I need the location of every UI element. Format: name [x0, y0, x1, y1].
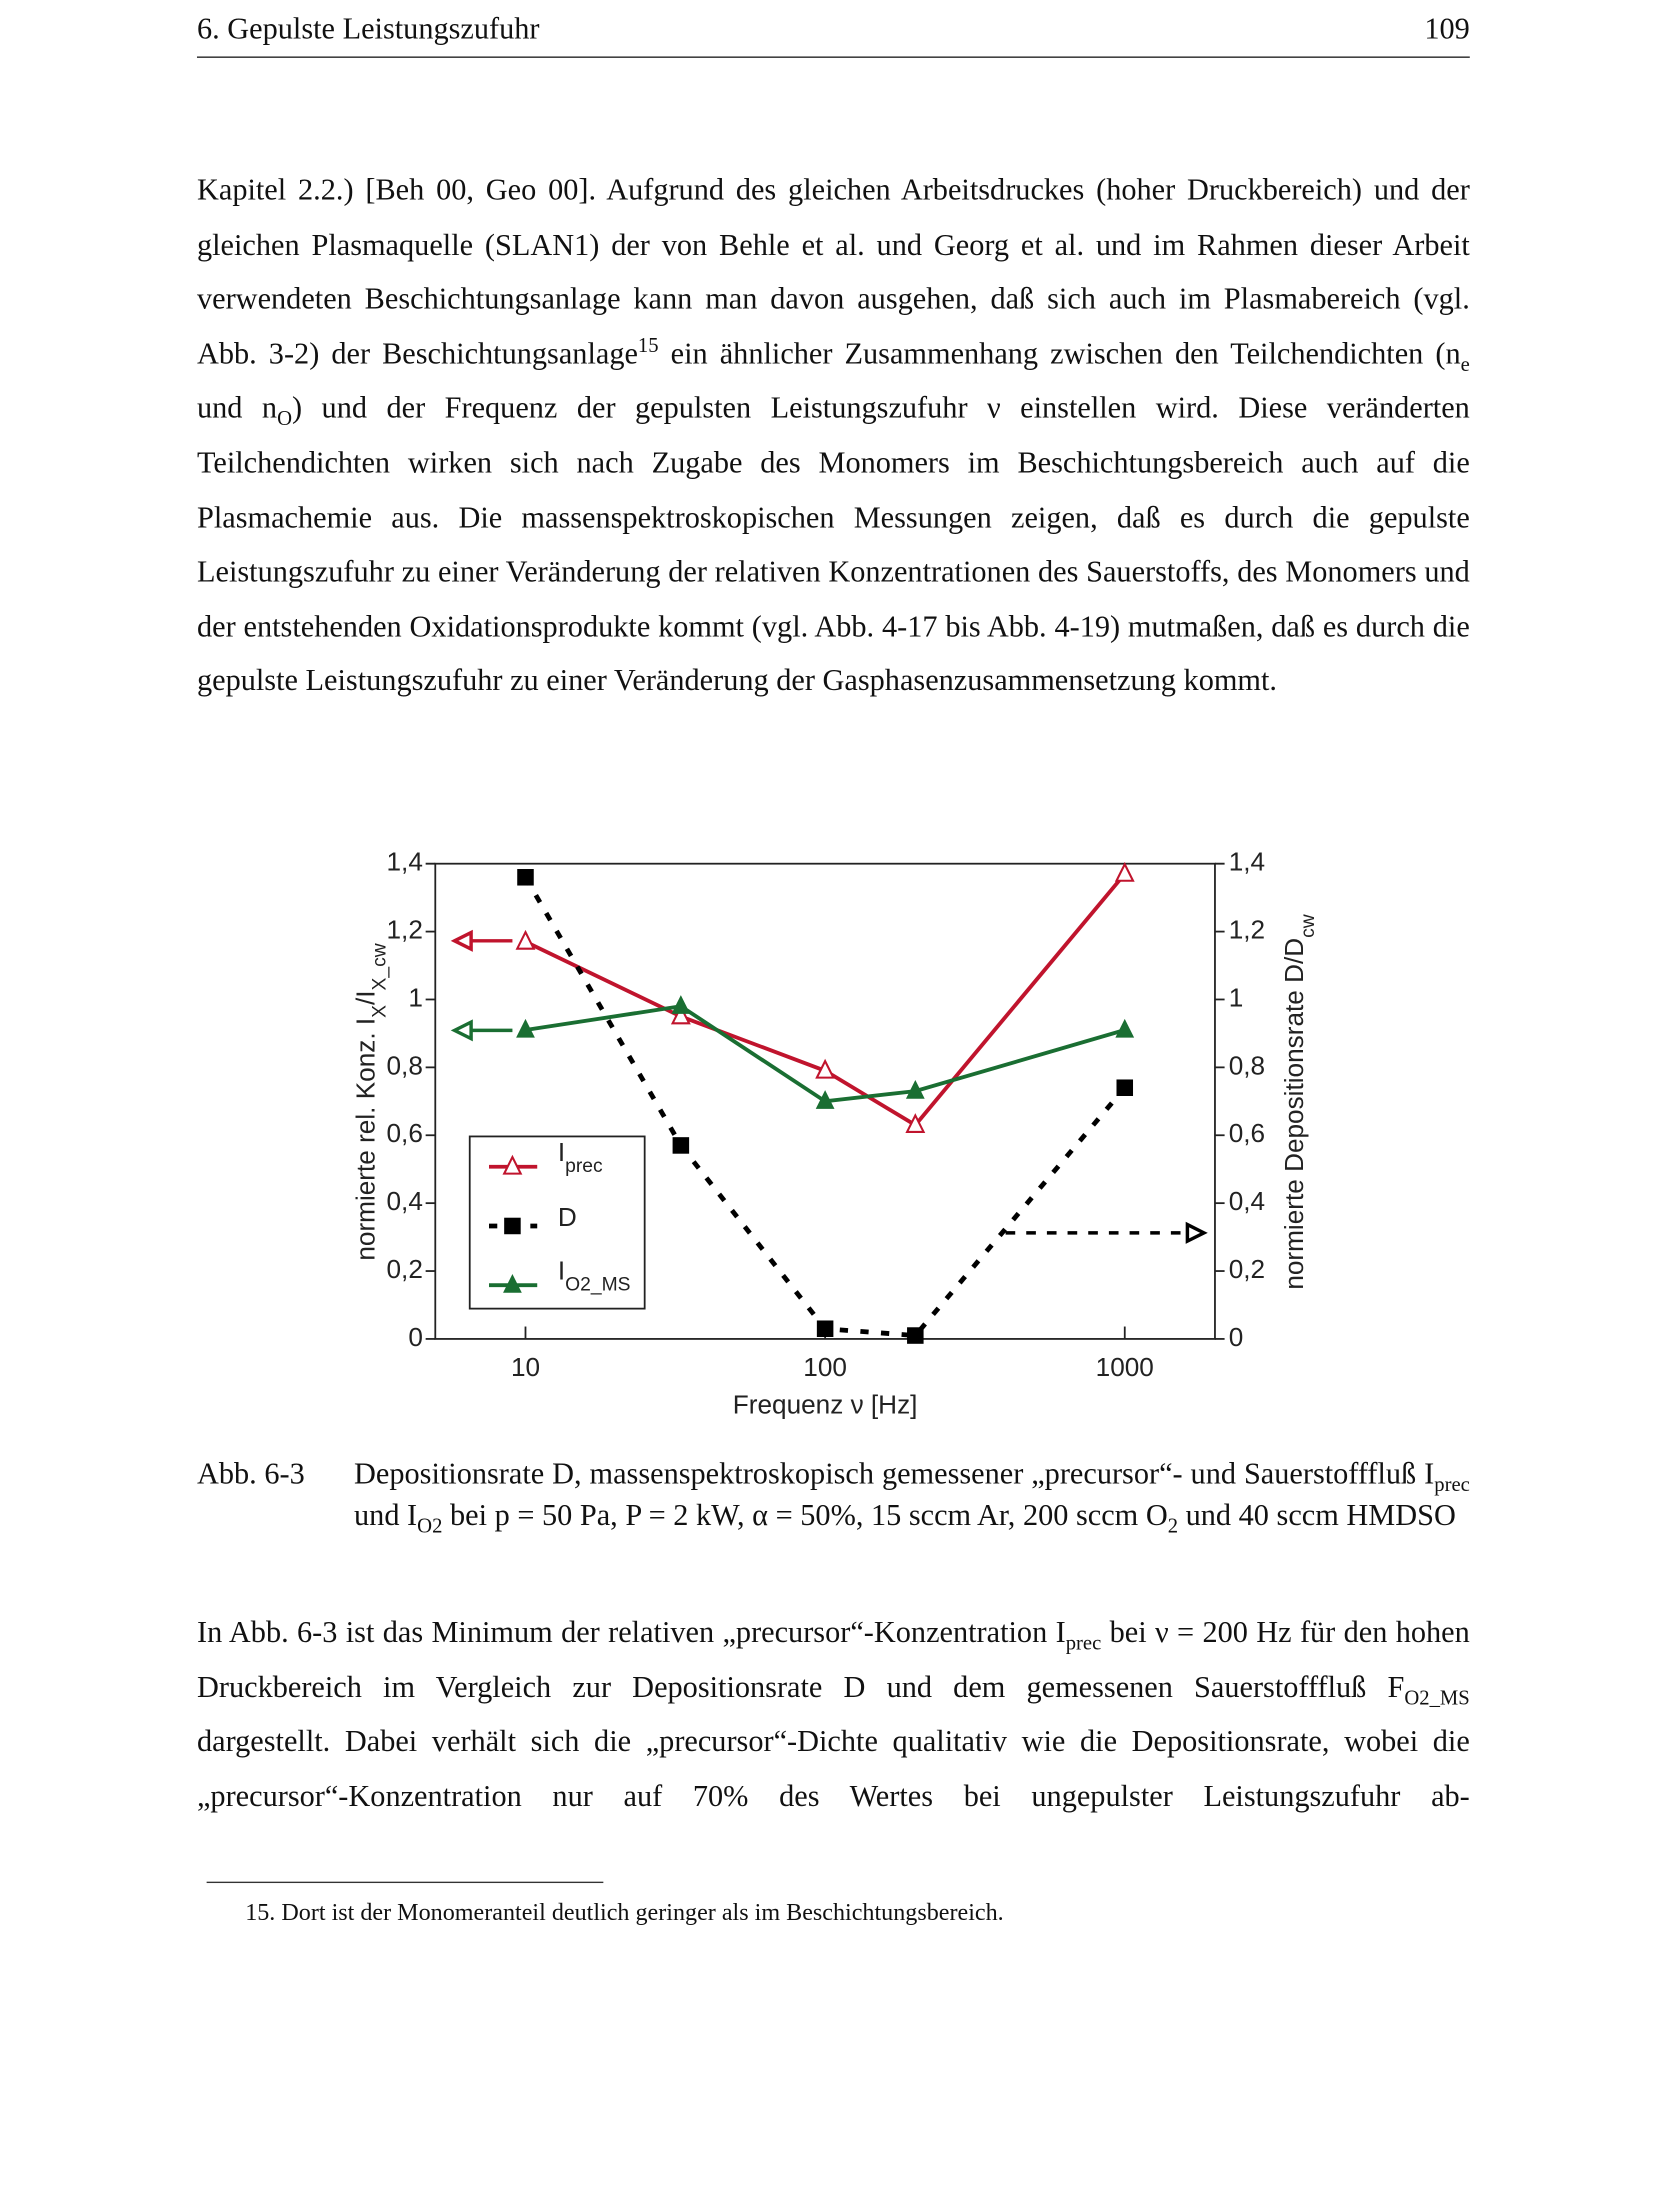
y2-tick-label: 0	[1229, 1322, 1244, 1352]
legend-label: Iprec	[558, 1137, 603, 1177]
label: X	[369, 1005, 390, 1018]
text: Kapitel 2.2.) [Beh 00, Geo 00]. Aufgrund…	[196, 172, 1470, 371]
y2-tick-label: 0,4	[1229, 1186, 1265, 1216]
marker	[517, 869, 534, 886]
legend-name: I	[558, 1256, 565, 1286]
y-tick-label: 1,4	[387, 847, 423, 877]
paragraph: Kapitel 2.2.) [Beh 00, Geo 00]. Aufgrund…	[197, 163, 1470, 708]
x-tick-label: 10	[511, 1352, 540, 1382]
y2-tick-label: 1	[1229, 982, 1244, 1012]
marker	[816, 1320, 834, 1338]
subscript: 2	[1167, 1515, 1179, 1538]
series-line	[525, 1004, 1126, 1104]
caption: Depositionsrate D, massenspektroskopisch…	[354, 1453, 1470, 1538]
text: bei ν = 200 Hz für den hohen Druckbereic…	[196, 1614, 1470, 1704]
y2-tick-label: 0,8	[1229, 1050, 1265, 1080]
text: ) und der Frequenz der gepulsten Leistun…	[196, 390, 1470, 698]
y2-tick-label: 0,2	[1229, 1254, 1265, 1284]
legend-name: D	[558, 1202, 577, 1232]
y-tick-label: 0,8	[387, 1050, 423, 1080]
arrowhead	[1185, 1221, 1208, 1244]
y-axis-label: normierte rel. Konz. IX/IX_cw	[351, 943, 390, 1260]
text: dargestellt. Dabei verhält sich die „pre…	[196, 1723, 1470, 1813]
marker	[670, 1004, 691, 1025]
legend-label: D	[558, 1202, 577, 1232]
arrowhead	[450, 929, 473, 952]
marker	[815, 1090, 835, 1109]
marker	[671, 995, 691, 1014]
subscript: O2_MS	[1404, 1687, 1470, 1710]
subscript: O	[277, 408, 293, 431]
y-tick-label: 1	[408, 982, 423, 1012]
marker	[1114, 861, 1135, 882]
footnote: 15. Dort ist der Monomeranteil deutlich …	[245, 1898, 1004, 1926]
paragraph: In Abb. 6-3 ist das Minimum der relative…	[197, 1605, 1470, 1823]
marker	[1115, 1018, 1135, 1038]
marker	[515, 929, 536, 950]
text: und 40 sccm HMDSO	[1178, 1497, 1456, 1532]
legend-name-sub: prec	[565, 1156, 603, 1177]
y-tick-label: 0,2	[387, 1254, 423, 1284]
page-number: 109	[1424, 11, 1470, 46]
footnote-ref: 15	[637, 335, 659, 358]
text: und I	[354, 1497, 418, 1532]
text: In Abb. 6-3 ist das Minimum der relative…	[196, 1614, 1066, 1649]
label: X_cw	[369, 943, 390, 990]
marker	[503, 1274, 522, 1293]
subscript: prec	[1065, 1632, 1102, 1655]
legend-name-sub: O2_MS	[565, 1274, 630, 1295]
text: und n	[196, 390, 278, 425]
marker	[905, 1113, 926, 1133]
y2-tick-label: 0,6	[1229, 1118, 1265, 1148]
caption-label: Abb. 6-3	[196, 1456, 305, 1491]
chart: normierte rel. Konz. IX/IX_cw normierte …	[351, 847, 1319, 1420]
y-tick-label: 0	[408, 1322, 423, 1352]
x-tick-label: 1000	[1096, 1352, 1154, 1382]
header-rule	[196, 56, 1470, 58]
text: Depositionsrate D, massenspektroskopisch…	[354, 1456, 1435, 1491]
y-tick-label: 0,4	[387, 1186, 423, 1216]
subscript: prec	[1434, 1474, 1470, 1497]
marker	[672, 1137, 690, 1154]
axis-arrows	[450, 929, 1208, 1244]
x-axis-label: Frequenz ν [Hz]	[733, 1389, 918, 1419]
footnote-rule	[206, 1881, 604, 1884]
y2-axis-label: normierte Depositionsrate D/Dcw	[1279, 914, 1318, 1289]
y-tick-label: 1,2	[387, 914, 423, 944]
y-tick-label: 0,6	[387, 1118, 423, 1148]
y2-tick-label: 1,2	[1229, 914, 1265, 944]
running-head: 6. Gepulste Leistungszufuhr	[196, 11, 540, 46]
text: bei p = 50 Pa, P = 2 kW, α = 50%, 15 scc…	[442, 1497, 1168, 1532]
marker	[815, 1058, 836, 1079]
series-line	[524, 872, 1127, 1128]
marker	[504, 1217, 521, 1235]
label: normierte Depositionsrate D/D	[1279, 938, 1309, 1290]
legend-name: I	[558, 1137, 565, 1167]
subscript: O2	[417, 1515, 443, 1538]
x-tick-label: 100	[803, 1352, 847, 1382]
label: normierte rel. Konz. I	[351, 1018, 381, 1261]
subscript: e	[1460, 354, 1470, 377]
label: /I	[351, 990, 381, 1005]
text: ein ähnlicher Zusammenhang zwischen den …	[658, 335, 1461, 371]
y2-tick-label: 1,4	[1229, 847, 1265, 877]
legend-label: IO2_MS	[558, 1256, 631, 1295]
marker	[907, 1327, 924, 1344]
arrowhead	[450, 1019, 473, 1042]
label: cw	[1298, 914, 1319, 938]
marker	[1116, 1079, 1134, 1096]
marker	[516, 1018, 535, 1038]
marker	[905, 1079, 925, 1099]
marker	[502, 1154, 523, 1175]
